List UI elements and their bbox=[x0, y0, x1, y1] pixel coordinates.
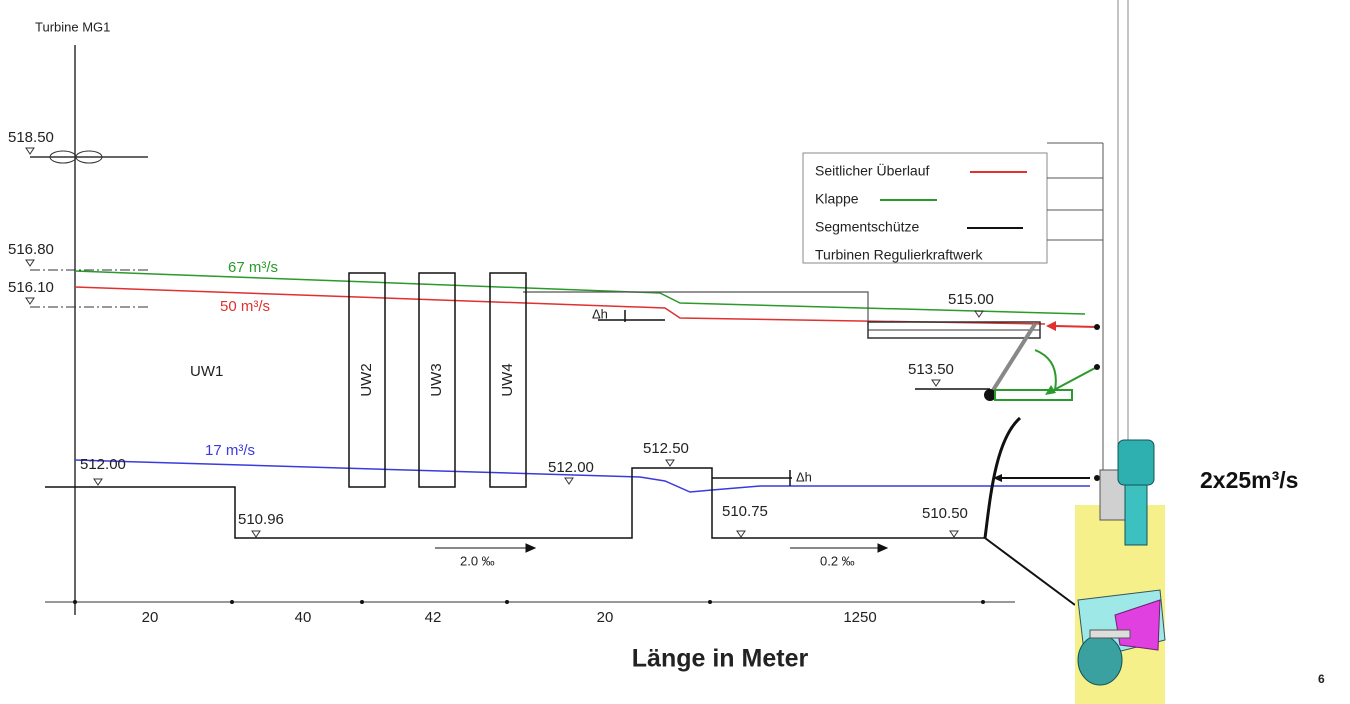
elevation: 512.50 bbox=[643, 440, 689, 457]
elevation: 518.50 bbox=[8, 129, 54, 146]
elevation: 512.00 bbox=[80, 456, 126, 473]
segment-length: 40 bbox=[295, 609, 312, 626]
turbine-illustration bbox=[1075, 440, 1165, 704]
segment-length: 42 bbox=[425, 609, 442, 626]
turbine-flow: 2x25m³/s bbox=[1200, 467, 1298, 493]
elevation: 510.75 bbox=[722, 503, 768, 520]
structure-label: UW4 bbox=[499, 363, 516, 396]
flap-arrow bbox=[1035, 350, 1056, 390]
elevation: 515.00 bbox=[948, 291, 994, 308]
flow-label: 50 m³/s bbox=[220, 298, 270, 315]
segment-length: 20 bbox=[597, 609, 614, 626]
legend-item: Turbinen Regulierkraftwerk bbox=[815, 247, 984, 263]
structures bbox=[45, 273, 1075, 605]
legend-item: Seitlicher Überlauf bbox=[815, 162, 929, 179]
delta-h: Δh bbox=[592, 306, 608, 321]
segment-length: 1250 bbox=[843, 609, 876, 626]
legend-item: Klappe bbox=[815, 191, 859, 207]
axis-label: Länge in Meter bbox=[632, 645, 809, 673]
elevation: 512.00 bbox=[548, 459, 594, 476]
title: Turbine MG1 bbox=[35, 19, 110, 34]
elevation: 516.80 bbox=[8, 241, 54, 258]
control-arrows bbox=[993, 321, 1100, 482]
elevation: 513.50 bbox=[908, 361, 954, 378]
flow-label: 67 m³/s bbox=[228, 259, 278, 276]
structure-label: UW3 bbox=[428, 363, 445, 396]
slope: 0.2 ‰ bbox=[820, 553, 855, 568]
delta-h: Δh bbox=[796, 469, 812, 484]
structure-label: UW1 bbox=[190, 363, 223, 380]
segment-length: 20 bbox=[142, 609, 159, 626]
slope-arrows bbox=[435, 544, 887, 552]
elevation: 516.10 bbox=[8, 279, 54, 296]
elevation: 510.96 bbox=[238, 511, 284, 528]
slope: 2.0 ‰ bbox=[460, 553, 495, 568]
diagram: 518.50 516.80 516.10 512.00 510.96 512.0… bbox=[0, 0, 1350, 704]
flow-label: 17 m³/s bbox=[205, 442, 255, 459]
flap bbox=[995, 390, 1072, 400]
structure-label: UW2 bbox=[358, 363, 375, 396]
elevation: 510.50 bbox=[922, 505, 968, 522]
page-number: 6 bbox=[1318, 672, 1325, 686]
legend-item: Segmentschütze bbox=[815, 219, 919, 235]
